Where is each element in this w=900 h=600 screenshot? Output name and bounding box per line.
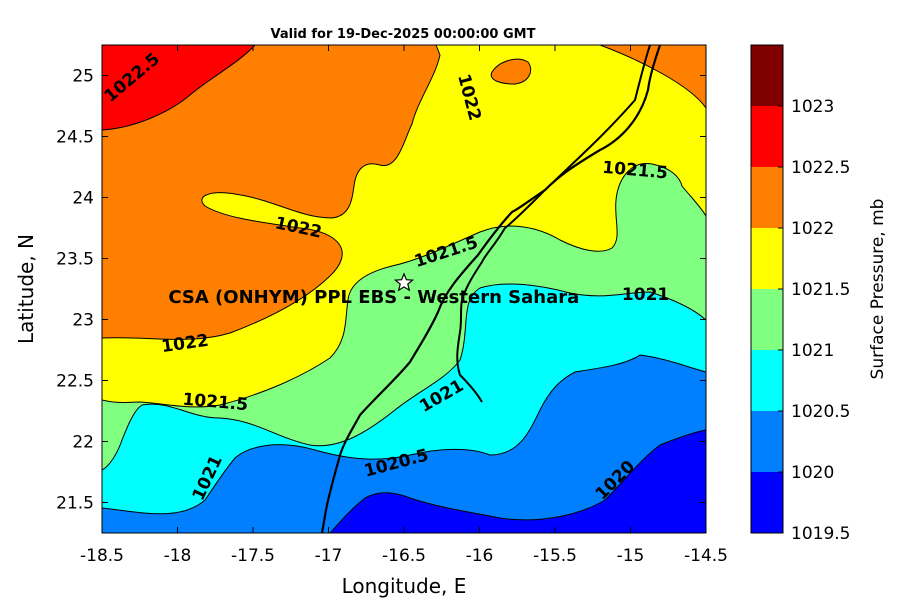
colorbar-tick-label: 1019.5	[791, 524, 850, 544]
x-axis-label: Longitude, E	[342, 574, 467, 598]
x-tick-label: -18	[164, 546, 192, 566]
y-tick-label: 23	[72, 311, 94, 331]
colorbar-swatch	[751, 228, 783, 289]
map-plot-area	[102, 45, 706, 533]
colorbar-swatch	[751, 472, 783, 533]
star-icon	[393, 272, 415, 292]
x-tick-label: -17	[315, 546, 343, 566]
pressure-band-1022-5	[102, 45, 256, 131]
contour-label: 1021	[622, 285, 669, 305]
y-tick-label: 22.5	[56, 372, 94, 392]
colorbar-swatch	[751, 106, 783, 167]
y-tick-label: 22	[72, 433, 94, 453]
colorbar-label: Surface Pressure, mb	[868, 199, 888, 380]
colorbar-tick-label: 1022.5	[791, 158, 850, 178]
colorbar: 1019.5 1020 1020.5 1021 1021.5 1022 1022.5 1023	[750, 44, 850, 544]
map-title: Valid for 19-Dec-2025 00:00:00 GMT	[271, 27, 536, 42]
coastline	[320, 45, 662, 533]
pressure-band-1019-5	[329, 429, 706, 533]
colorbar-swatch	[751, 167, 783, 228]
x-tick-label: -17.5	[231, 546, 275, 566]
colorbar-swatch	[751, 45, 783, 106]
colorbar-swatch	[751, 350, 783, 411]
y-tick-label: 25	[72, 67, 94, 87]
pressure-band-1023-cell	[490, 58, 532, 85]
y-axis-label: Latitude, N	[14, 234, 38, 344]
colorbar-tick-label: 1020.5	[791, 402, 850, 422]
colorbar-tick-label: 1023	[791, 97, 834, 117]
colorbar-swatch	[751, 289, 783, 350]
y-tick-label: 21.5	[56, 494, 94, 514]
pressure-band-1020	[102, 354, 706, 533]
station-label: CSA (ONHYM) PPL EBS - Western Sahara	[168, 287, 579, 308]
station-marker: CSA (ONHYM) PPL EBS - Western Sahara	[168, 272, 579, 308]
x-tick-label: -14.5	[684, 546, 728, 566]
x-tick-label: -18.5	[80, 546, 124, 566]
colorbar-swatch	[751, 411, 783, 472]
x-tick-label: -15.5	[533, 546, 577, 566]
x-tick-label: -16.5	[382, 546, 426, 566]
x-axis: -18.5 -18 -17.5 -17 -16.5 -16 -15.5 -15 -14.5	[80, 45, 728, 566]
colorbar-tick-label: 1021	[791, 341, 834, 361]
border-line	[456, 45, 651, 403]
y-tick-label: 24.5	[56, 128, 94, 148]
y-tick-label: 24	[72, 189, 94, 209]
colorbar-tick-label: 1020	[791, 463, 834, 483]
x-tick-label: -16	[466, 546, 494, 566]
x-tick-label: -15	[617, 546, 645, 566]
colorbar-tick-label: 1022	[791, 219, 834, 239]
y-tick-label: 23.5	[56, 250, 94, 270]
colorbar-tick-label: 1021.5	[791, 280, 850, 300]
y-axis: 21.5 22 22.5 23 23.5 24 24.5 25	[56, 67, 706, 514]
